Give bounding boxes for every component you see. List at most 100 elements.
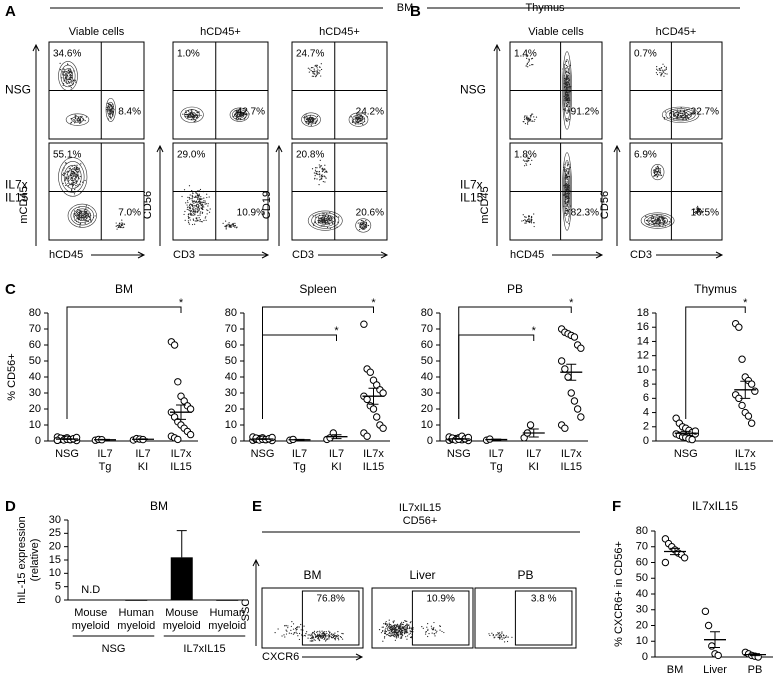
- event-dot: [188, 209, 189, 210]
- event-dot: [295, 628, 296, 629]
- event-dot: [393, 629, 394, 630]
- event-dot: [315, 637, 316, 638]
- event-dot: [323, 633, 324, 634]
- event-dot: [223, 223, 224, 224]
- event-dot: [314, 74, 315, 75]
- y-tick-label: 10: [636, 635, 648, 647]
- event-dot: [193, 220, 194, 221]
- event-dot: [328, 634, 329, 635]
- bar: [125, 600, 147, 601]
- event-dot: [506, 635, 507, 636]
- y-axis-label-line: hIL-15 expression: [16, 516, 28, 603]
- significance-bracket: [67, 307, 181, 419]
- event-dot: [86, 220, 87, 221]
- event-dot: [504, 641, 505, 642]
- event-dot: [193, 213, 194, 214]
- event-dot: [315, 634, 316, 635]
- event-dot: [192, 114, 193, 115]
- event-dot: [331, 633, 332, 634]
- bar: [171, 557, 193, 600]
- x-axis-label: hCD45: [510, 249, 544, 261]
- event-dot: [431, 626, 432, 627]
- event-dot: [351, 116, 352, 117]
- event-dot: [566, 100, 567, 101]
- event-dot: [410, 628, 411, 629]
- event-dot: [300, 624, 301, 625]
- event-dot: [116, 226, 117, 227]
- y-tick-label: 30: [49, 514, 61, 526]
- event-dot: [501, 633, 502, 634]
- event-dot: [329, 632, 330, 633]
- event-dot: [337, 634, 338, 635]
- event-dot: [319, 73, 320, 74]
- event-dot: [196, 204, 197, 205]
- event-dot: [523, 121, 524, 122]
- event-dot: [317, 638, 318, 639]
- event-dot: [310, 115, 311, 116]
- event-dot: [200, 203, 201, 204]
- event-dot: [361, 227, 362, 228]
- event-dot: [122, 227, 123, 228]
- event-dot: [86, 116, 87, 117]
- event-dot: [192, 224, 193, 225]
- event-dot: [322, 637, 323, 638]
- event-dot: [196, 206, 197, 207]
- event-dot: [314, 633, 315, 634]
- event-dot: [410, 633, 411, 634]
- event-dot: [226, 227, 227, 228]
- error-bar: [100, 439, 110, 440]
- event-dot: [326, 631, 327, 632]
- event-dot: [190, 206, 191, 207]
- event-dot: [566, 208, 567, 209]
- event-dot: [289, 633, 290, 634]
- y-axis-label: hIL-15 expression(relative): [16, 516, 41, 603]
- event-dot: [395, 624, 396, 625]
- y-tick-label: 0: [643, 435, 649, 447]
- event-dot: [402, 626, 403, 627]
- x-tick-label: IL7Tg: [292, 448, 307, 473]
- event-dot: [659, 68, 660, 69]
- event-dot: [436, 631, 437, 632]
- event-dot: [409, 626, 410, 627]
- data-point: [380, 390, 386, 396]
- x-tick-label-line: Mouse: [74, 607, 107, 619]
- event-dot: [70, 168, 71, 169]
- y-tick-label: 25: [49, 527, 61, 539]
- event-dot: [65, 185, 66, 186]
- event-dot: [71, 171, 72, 172]
- event-dot: [201, 208, 202, 209]
- event-dot: [195, 208, 196, 209]
- event-dot: [225, 226, 226, 227]
- event-dot: [329, 636, 330, 637]
- event-dot: [295, 632, 296, 633]
- event-dot: [77, 118, 78, 119]
- data-point: [465, 434, 471, 440]
- group-label: NSG: [102, 643, 126, 655]
- event-dot: [403, 628, 404, 629]
- event-dot: [306, 119, 307, 120]
- y-tick-label: 10: [29, 419, 41, 431]
- event-dot: [199, 220, 200, 221]
- event-dot: [393, 627, 394, 628]
- event-dot: [359, 229, 360, 230]
- event-dot: [360, 118, 361, 119]
- event-dot: [396, 627, 397, 628]
- event-dot: [317, 67, 318, 68]
- event-dot: [567, 181, 568, 182]
- event-dot: [188, 216, 189, 217]
- event-dot: [526, 118, 527, 119]
- event-dot: [324, 631, 325, 632]
- event-dot: [196, 193, 197, 194]
- event-dot: [319, 166, 320, 167]
- significance-label: *: [743, 297, 748, 309]
- event-dot: [83, 216, 84, 217]
- event-dot: [111, 118, 112, 119]
- event-dot: [80, 163, 81, 164]
- event-dot: [394, 631, 395, 632]
- event-dot: [319, 171, 320, 172]
- data-point: [558, 358, 564, 364]
- event-dot: [386, 623, 387, 624]
- event-dot: [663, 76, 664, 77]
- event-dot: [231, 227, 232, 228]
- event-dot: [183, 214, 184, 215]
